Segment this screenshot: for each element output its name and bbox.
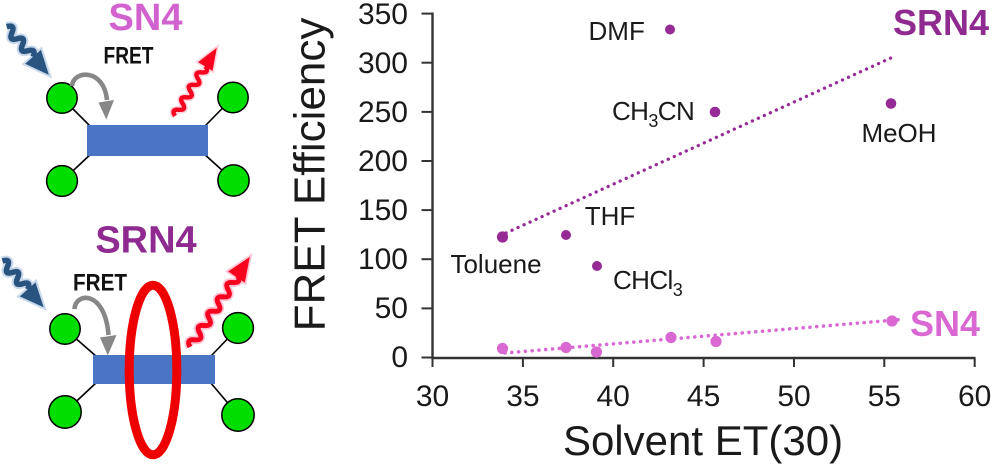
svg-text:350: 350: [358, 0, 408, 31]
svg-text:SN4: SN4: [109, 0, 183, 39]
svg-text:CH3CN: CH3CN: [612, 96, 694, 131]
svg-text:FRET Efficiency: FRET Efficiency: [286, 18, 335, 332]
svg-text:300: 300: [358, 47, 408, 80]
svg-text:CHCl3: CHCl3: [613, 265, 683, 300]
svg-text:SRN4: SRN4: [893, 2, 989, 43]
svg-text:40: 40: [597, 380, 630, 413]
svg-text:45: 45: [687, 380, 720, 413]
svg-text:DMF: DMF: [589, 16, 645, 46]
svg-text:THF: THF: [585, 201, 636, 231]
svg-text:MeOH: MeOH: [861, 118, 936, 148]
svg-text:SN4: SN4: [910, 303, 980, 344]
svg-text:150: 150: [358, 194, 408, 227]
svg-text:50: 50: [375, 292, 408, 325]
svg-text:200: 200: [358, 145, 408, 178]
svg-text:FRET: FRET: [104, 43, 154, 70]
svg-text:SRN4: SRN4: [95, 220, 196, 262]
svg-text:250: 250: [358, 96, 408, 129]
svg-text:Toluene: Toluene: [450, 249, 541, 279]
svg-text:35: 35: [506, 380, 539, 413]
svg-text:50: 50: [777, 380, 810, 413]
svg-text:FRET: FRET: [73, 270, 127, 297]
svg-text:100: 100: [358, 243, 408, 276]
svg-text:0: 0: [391, 341, 408, 374]
svg-text:60: 60: [958, 380, 991, 413]
svg-text:55: 55: [868, 380, 901, 413]
svg-text:Solvent ET(30): Solvent ET(30): [563, 417, 843, 464]
svg-text:30: 30: [416, 380, 449, 413]
